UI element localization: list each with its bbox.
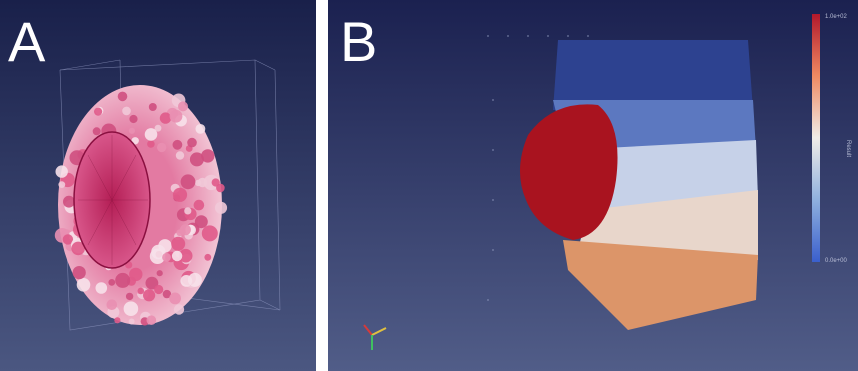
shell-sphere bbox=[72, 266, 86, 280]
shell-sphere bbox=[169, 292, 182, 305]
shell-sphere bbox=[187, 272, 202, 287]
core-texture bbox=[78, 135, 148, 265]
shell-sphere bbox=[92, 127, 101, 136]
panel-a-render bbox=[0, 0, 316, 371]
colorbar-bottom-label: 0.0e+00 bbox=[825, 258, 848, 264]
shell-sphere bbox=[122, 106, 131, 116]
shell-sphere bbox=[171, 236, 186, 251]
shell-sphere bbox=[159, 112, 172, 124]
panel-letter-b: B bbox=[340, 10, 378, 73]
colorbar-top-label: 1.0e+02 bbox=[825, 14, 848, 20]
colorbar-ticks: 1.0e+02 0.0e+00 Result bbox=[825, 14, 851, 264]
shell-sphere bbox=[137, 287, 145, 295]
shell-sphere bbox=[162, 289, 172, 299]
shell-sphere bbox=[157, 142, 167, 153]
shell-sphere bbox=[58, 181, 66, 189]
shell-sphere bbox=[145, 276, 159, 290]
shell-sphere bbox=[201, 225, 218, 242]
shell-sphere bbox=[178, 101, 188, 112]
shell-sphere bbox=[76, 278, 91, 292]
shell-sphere bbox=[115, 272, 131, 288]
shell-sphere bbox=[108, 279, 116, 286]
shell-sphere bbox=[176, 229, 184, 237]
shell-sphere bbox=[173, 304, 185, 315]
shell-sphere bbox=[172, 187, 188, 202]
panel-letter-a: A bbox=[8, 10, 46, 73]
shell-sphere bbox=[106, 299, 118, 311]
shell-sphere bbox=[162, 252, 171, 262]
shell-sphere bbox=[114, 317, 121, 324]
shell-sphere bbox=[216, 183, 225, 193]
shell-sphere bbox=[193, 199, 205, 211]
shell-sphere bbox=[117, 91, 128, 102]
colorbar bbox=[812, 14, 820, 262]
shell-sphere bbox=[148, 103, 157, 111]
orientation-axes bbox=[363, 324, 387, 350]
shell-sphere bbox=[154, 284, 164, 295]
shell-sphere bbox=[147, 140, 155, 148]
red-inclusion bbox=[519, 104, 618, 240]
shell-sphere bbox=[128, 127, 135, 134]
shell-sphere bbox=[189, 152, 204, 167]
shell-sphere bbox=[214, 201, 228, 214]
shell-sphere bbox=[154, 124, 162, 132]
colorbar-side-label: Result bbox=[845, 140, 851, 157]
shell-sphere bbox=[95, 282, 108, 294]
shell-sphere bbox=[194, 215, 208, 229]
panel-b-axis-ticks bbox=[487, 35, 589, 301]
shell-sphere bbox=[129, 114, 138, 124]
shell-sphere bbox=[55, 165, 68, 178]
shell-sphere bbox=[187, 137, 197, 148]
shell-sphere bbox=[204, 253, 212, 261]
shell-sphere bbox=[144, 128, 158, 141]
shell-sphere bbox=[94, 107, 103, 116]
shell-sphere bbox=[201, 149, 215, 163]
shell-sphere bbox=[146, 315, 157, 326]
shell-sphere bbox=[123, 301, 139, 317]
shell-sphere bbox=[175, 151, 185, 160]
shell-sphere bbox=[172, 139, 183, 150]
shell-sphere bbox=[184, 207, 192, 215]
shell-sphere bbox=[171, 250, 183, 262]
shell-sphere bbox=[158, 239, 172, 253]
shell-sphere bbox=[128, 318, 135, 325]
shell-sphere bbox=[195, 123, 206, 134]
panel-b: 1.0e+02 0.0e+00 Result B bbox=[328, 0, 858, 371]
shell-sphere bbox=[180, 174, 196, 190]
shell-sphere bbox=[62, 234, 74, 245]
panel-b-render: 1.0e+02 0.0e+00 Result bbox=[328, 0, 858, 371]
shell-sphere bbox=[178, 248, 193, 263]
panel-a: A bbox=[0, 0, 316, 371]
shell-sphere bbox=[156, 270, 163, 277]
shell-sphere bbox=[63, 195, 75, 208]
shell-sphere bbox=[169, 109, 183, 123]
shell-sphere bbox=[143, 289, 156, 302]
shell-sphere bbox=[71, 241, 85, 256]
shell-sphere bbox=[125, 292, 134, 301]
